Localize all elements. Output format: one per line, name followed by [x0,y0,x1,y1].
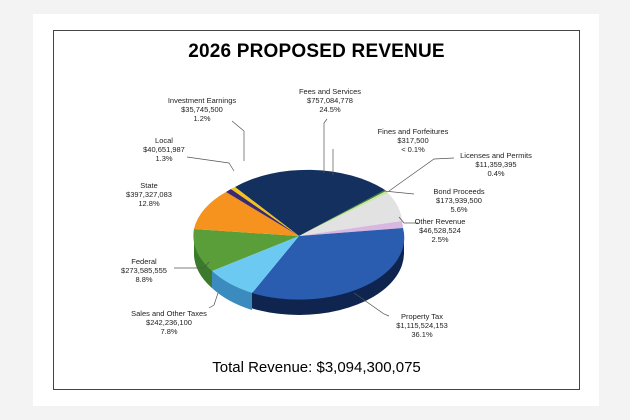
label-other-revenue: Other Revenue $46,528,524 2.5% [415,217,466,244]
label-bond-proceeds: Bond Proceeds $173,939,500 5.6% [433,187,485,214]
label-property-tax: Property Tax $1,115,524,153 36.1% [396,312,448,339]
chart-frame: 2026 PROPOSED REVENUE [53,30,580,390]
slice-investment-earnings [231,187,299,236]
chart-title: 2026 PROPOSED REVENUE [188,41,445,62]
slice-labels: Investment Earnings $35,745,500 1.2% Local… [121,87,532,339]
label-sales-and-other-taxes: Sales and Other Taxes $242,236,100 7.8% [131,309,207,336]
slice-sales-and-other-taxes [212,236,299,293]
slice-property-tax [252,228,405,300]
slice-fees-and-services [235,169,385,236]
slice-local [226,189,299,236]
pie-chart: Investment Earnings $35,745,500 1.2% Local… [121,87,532,339]
label-investment-earnings: Investment Earnings $35,745,500 1.2% [168,96,237,123]
slice-federal [193,229,299,271]
label-state: State $397,327,083 12.8% [126,181,172,208]
label-fees-and-services: Fees and Services $757,084,778 24.5% [299,87,361,114]
slice-other-revenue [299,221,403,236]
slice-licenses-and-permits [299,191,388,236]
pie-top [193,169,405,300]
label-licenses-and-permits: Licenses and Permits $11,359,395 0.4% [460,151,532,178]
slice-state [194,192,299,236]
slice-fines-and-forfeitures [299,190,386,236]
pie-side [193,236,404,315]
label-federal: Federal $273,585,555 8.8% [121,257,167,284]
slice-bond-proceeds [299,193,402,236]
label-fines-and-forfeitures: Fines and Forfeitures $317,500 < 0.1% [378,127,449,154]
total-revenue: Total Revenue: $3,094,300,075 [212,359,421,376]
leader-lines [174,118,455,317]
label-local: Local $40,651,987 1.3% [143,136,185,163]
